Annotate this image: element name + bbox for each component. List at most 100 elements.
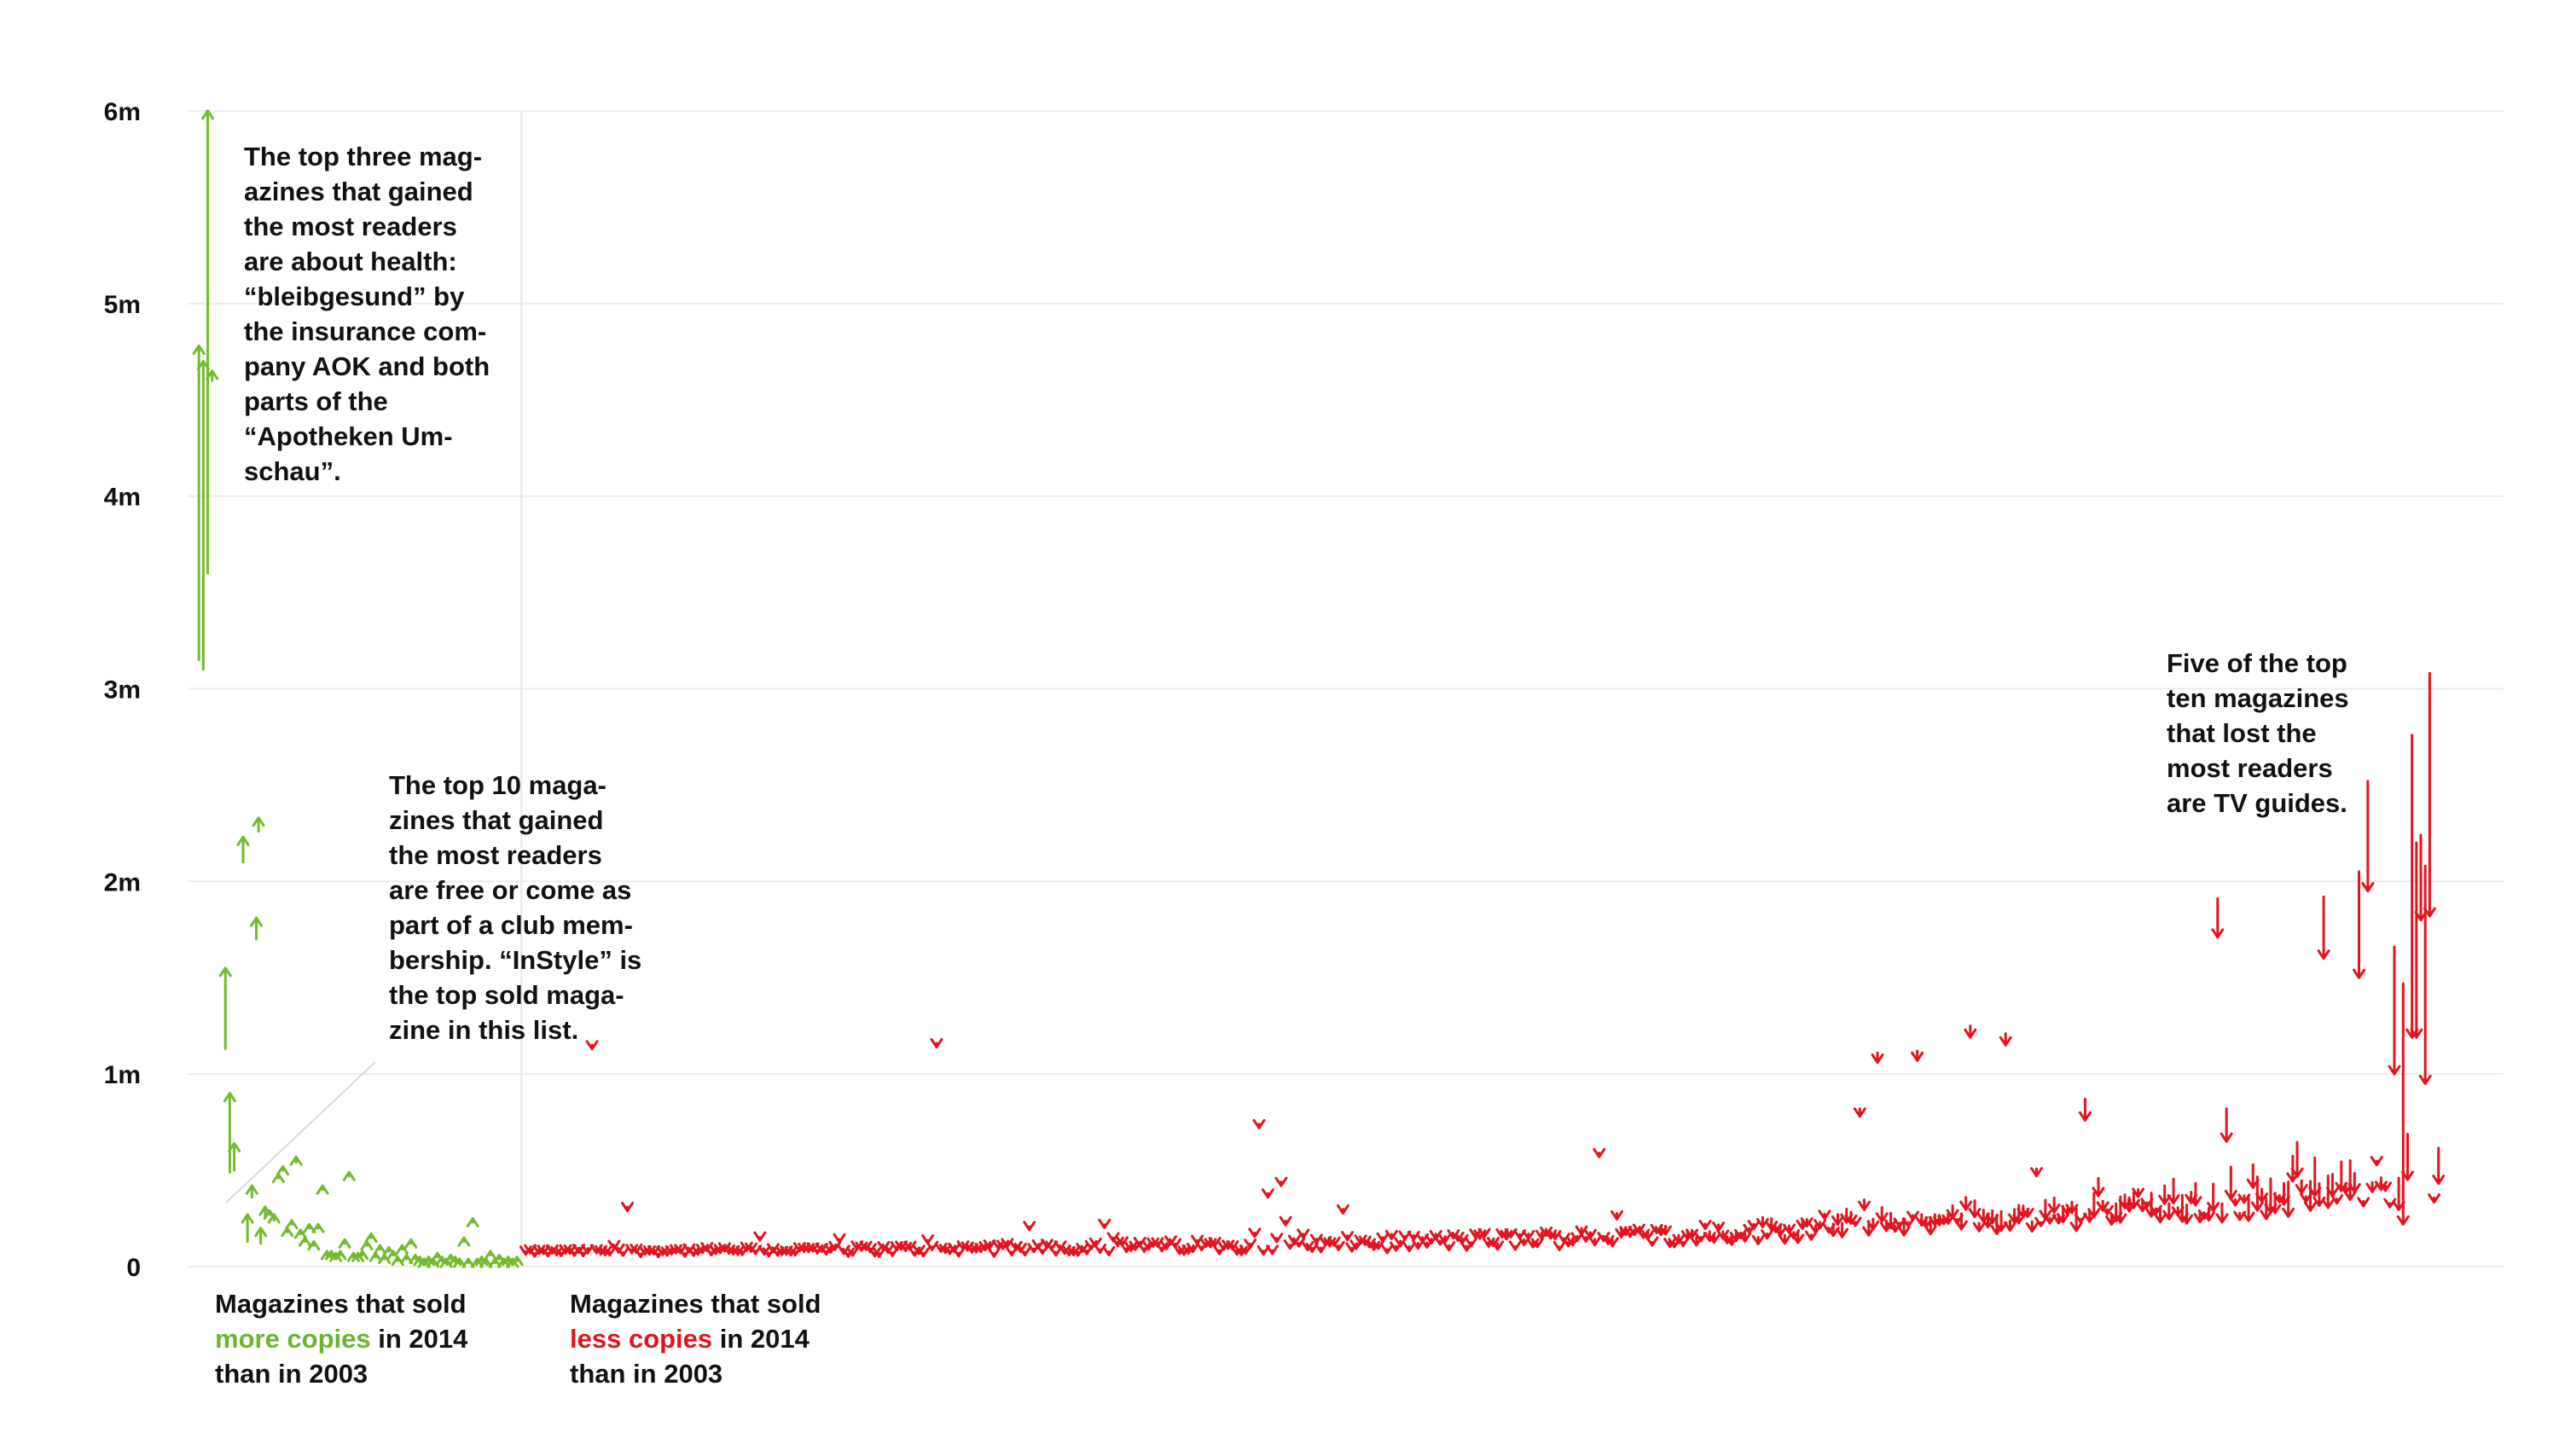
loss-arrow-head: [1372, 1239, 1385, 1250]
loss-arrow: [2255, 1187, 2269, 1204]
loss-arrow-head: [2304, 1201, 2318, 1212]
loss-arrow-head: [1672, 1233, 1686, 1244]
loss-arrow-head: [2423, 907, 2436, 918]
loss-arrow: [1853, 1107, 1866, 1118]
loss-arrow-head: [1469, 1228, 1483, 1239]
loss-arrow: [1402, 1242, 1416, 1253]
loss-arrow-head: [1911, 1051, 1924, 1062]
loss-arrow-head: [2180, 1214, 2194, 1225]
loss-arrow: [581, 1244, 595, 1255]
loss-arrow: [1530, 1238, 1544, 1249]
loss-arrow: [2365, 1180, 2379, 1193]
loss-arrow: [2078, 1098, 2092, 1122]
loss-arrow-head: [2282, 1207, 2295, 1218]
loss-arrow: [1469, 1228, 1483, 1239]
loss-arrow-head: [987, 1247, 1001, 1258]
loss-arrow: [1274, 1176, 1288, 1187]
loss-arrow: [1102, 1245, 1116, 1256]
loss-arrow-head: [1279, 1215, 1292, 1227]
loss-arrow-head: [1751, 1234, 1765, 1245]
loss-arrow: [1314, 1243, 1328, 1254]
loss-arrow-head: [912, 1244, 926, 1256]
loss-arrow: [1244, 1238, 1257, 1250]
loss-arrow-head: [868, 1247, 882, 1258]
loss-arrow-head: [2343, 1190, 2357, 1201]
gain-arrow: [457, 1236, 471, 1247]
loss-arrow-head: [1252, 1118, 1266, 1129]
gain-arrow-head: [236, 835, 250, 846]
gain-arrow: [368, 1251, 382, 1262]
loss-arrow: [1384, 1229, 1398, 1240]
loss-arrow: [938, 1244, 952, 1255]
label-gained-line1: Magazines that sold: [215, 1289, 467, 1319]
loss-arrow: [1964, 1024, 1977, 1039]
loss-arrow-head: [1601, 1234, 1615, 1245]
loss-arrow: [2304, 1180, 2318, 1212]
loss-arrow-head: [1367, 1240, 1381, 1251]
loss-arrow: [1465, 1237, 1478, 1248]
loss-arrow-head: [916, 1247, 930, 1258]
loss-arrow: [2353, 870, 2366, 979]
loss-arrow-head: [1707, 1233, 1721, 1244]
loss-arrow: [1442, 1241, 1456, 1252]
loss-arrow: [1177, 1245, 1191, 1256]
loss-arrow-head: [1186, 1242, 1199, 1253]
loss-arrow-head: [2370, 1156, 2383, 1167]
loss-arrow: [1380, 1244, 1394, 1255]
loss-arrow: [1813, 1219, 1827, 1230]
loss-arrow-head: [2388, 1064, 2401, 1076]
loss-series: [519, 671, 2446, 1259]
loss-arrow-head: [727, 1244, 740, 1256]
loss-arrow: [2361, 780, 2375, 893]
loss-arrow: [2237, 1193, 2251, 1204]
loss-arrow: [2229, 1196, 2243, 1207]
loss-arrow-head: [2057, 1213, 2070, 1224]
loss-arrow-head: [2078, 1111, 2092, 1122]
loss-arrow-head: [1465, 1237, 1478, 1248]
loss-arrow-head: [1844, 1214, 1858, 1225]
loss-arrow-head: [753, 1231, 767, 1242]
loss-arrow-head: [1765, 1221, 1779, 1232]
loss-arrow: [2211, 897, 2225, 939]
loss-arrow-head: [1862, 1226, 1876, 1237]
loss-arrow-head: [1791, 1233, 1805, 1244]
gain-arrow-head: [417, 1257, 431, 1268]
label-gained-highlight: more copies: [215, 1324, 371, 1354]
gain-arrow: [395, 1244, 409, 1255]
loss-arrow-head: [1447, 1229, 1460, 1240]
loss-arrow-head: [1818, 1209, 1831, 1221]
loss-arrow: [841, 1247, 855, 1258]
gain-arrow: [311, 1222, 325, 1233]
annotation-tv: Five of the top ten magazines that lost …: [2167, 648, 2349, 818]
loss-arrow-head: [771, 1246, 785, 1257]
loss-arrow: [2220, 1107, 2233, 1143]
loss-arrow-head: [1177, 1245, 1191, 1256]
loss-arrow: [992, 1239, 1006, 1250]
loss-arrow-head: [1305, 1242, 1319, 1253]
loss-arrow-head: [2330, 1194, 2344, 1205]
gain-arrow: [298, 1236, 311, 1247]
loss-arrow-head: [1853, 1107, 1866, 1118]
gain-arrow-head: [192, 345, 206, 356]
gain-arrow: [293, 1228, 307, 1239]
loss-arrow-head: [1248, 1227, 1262, 1238]
y-tick-label: 4m: [104, 484, 141, 512]
loss-arrow: [616, 1246, 630, 1257]
loss-arrow: [550, 1245, 564, 1256]
loss-arrow: [2047, 1196, 2061, 1214]
loss-arrow-head: [1244, 1238, 1257, 1250]
loss-arrow-head: [784, 1246, 798, 1257]
loss-arrow-head: [1924, 1225, 1937, 1236]
loss-arrow-head: [638, 1245, 652, 1256]
loss-arrow-head: [2432, 1175, 2446, 1186]
loss-arrow-head: [2069, 1221, 2083, 1233]
gain-arrow-head: [201, 109, 215, 120]
loss-arrow-head: [1734, 1228, 1748, 1239]
loss-arrow-head: [1380, 1244, 1394, 1255]
loss-arrow-head: [2396, 1215, 2410, 1226]
loss-arrow-head: [749, 1244, 763, 1256]
loss-arrow: [1023, 1221, 1036, 1232]
gain-series: [192, 109, 524, 1268]
loss-arrow-head: [1663, 1238, 1677, 1249]
